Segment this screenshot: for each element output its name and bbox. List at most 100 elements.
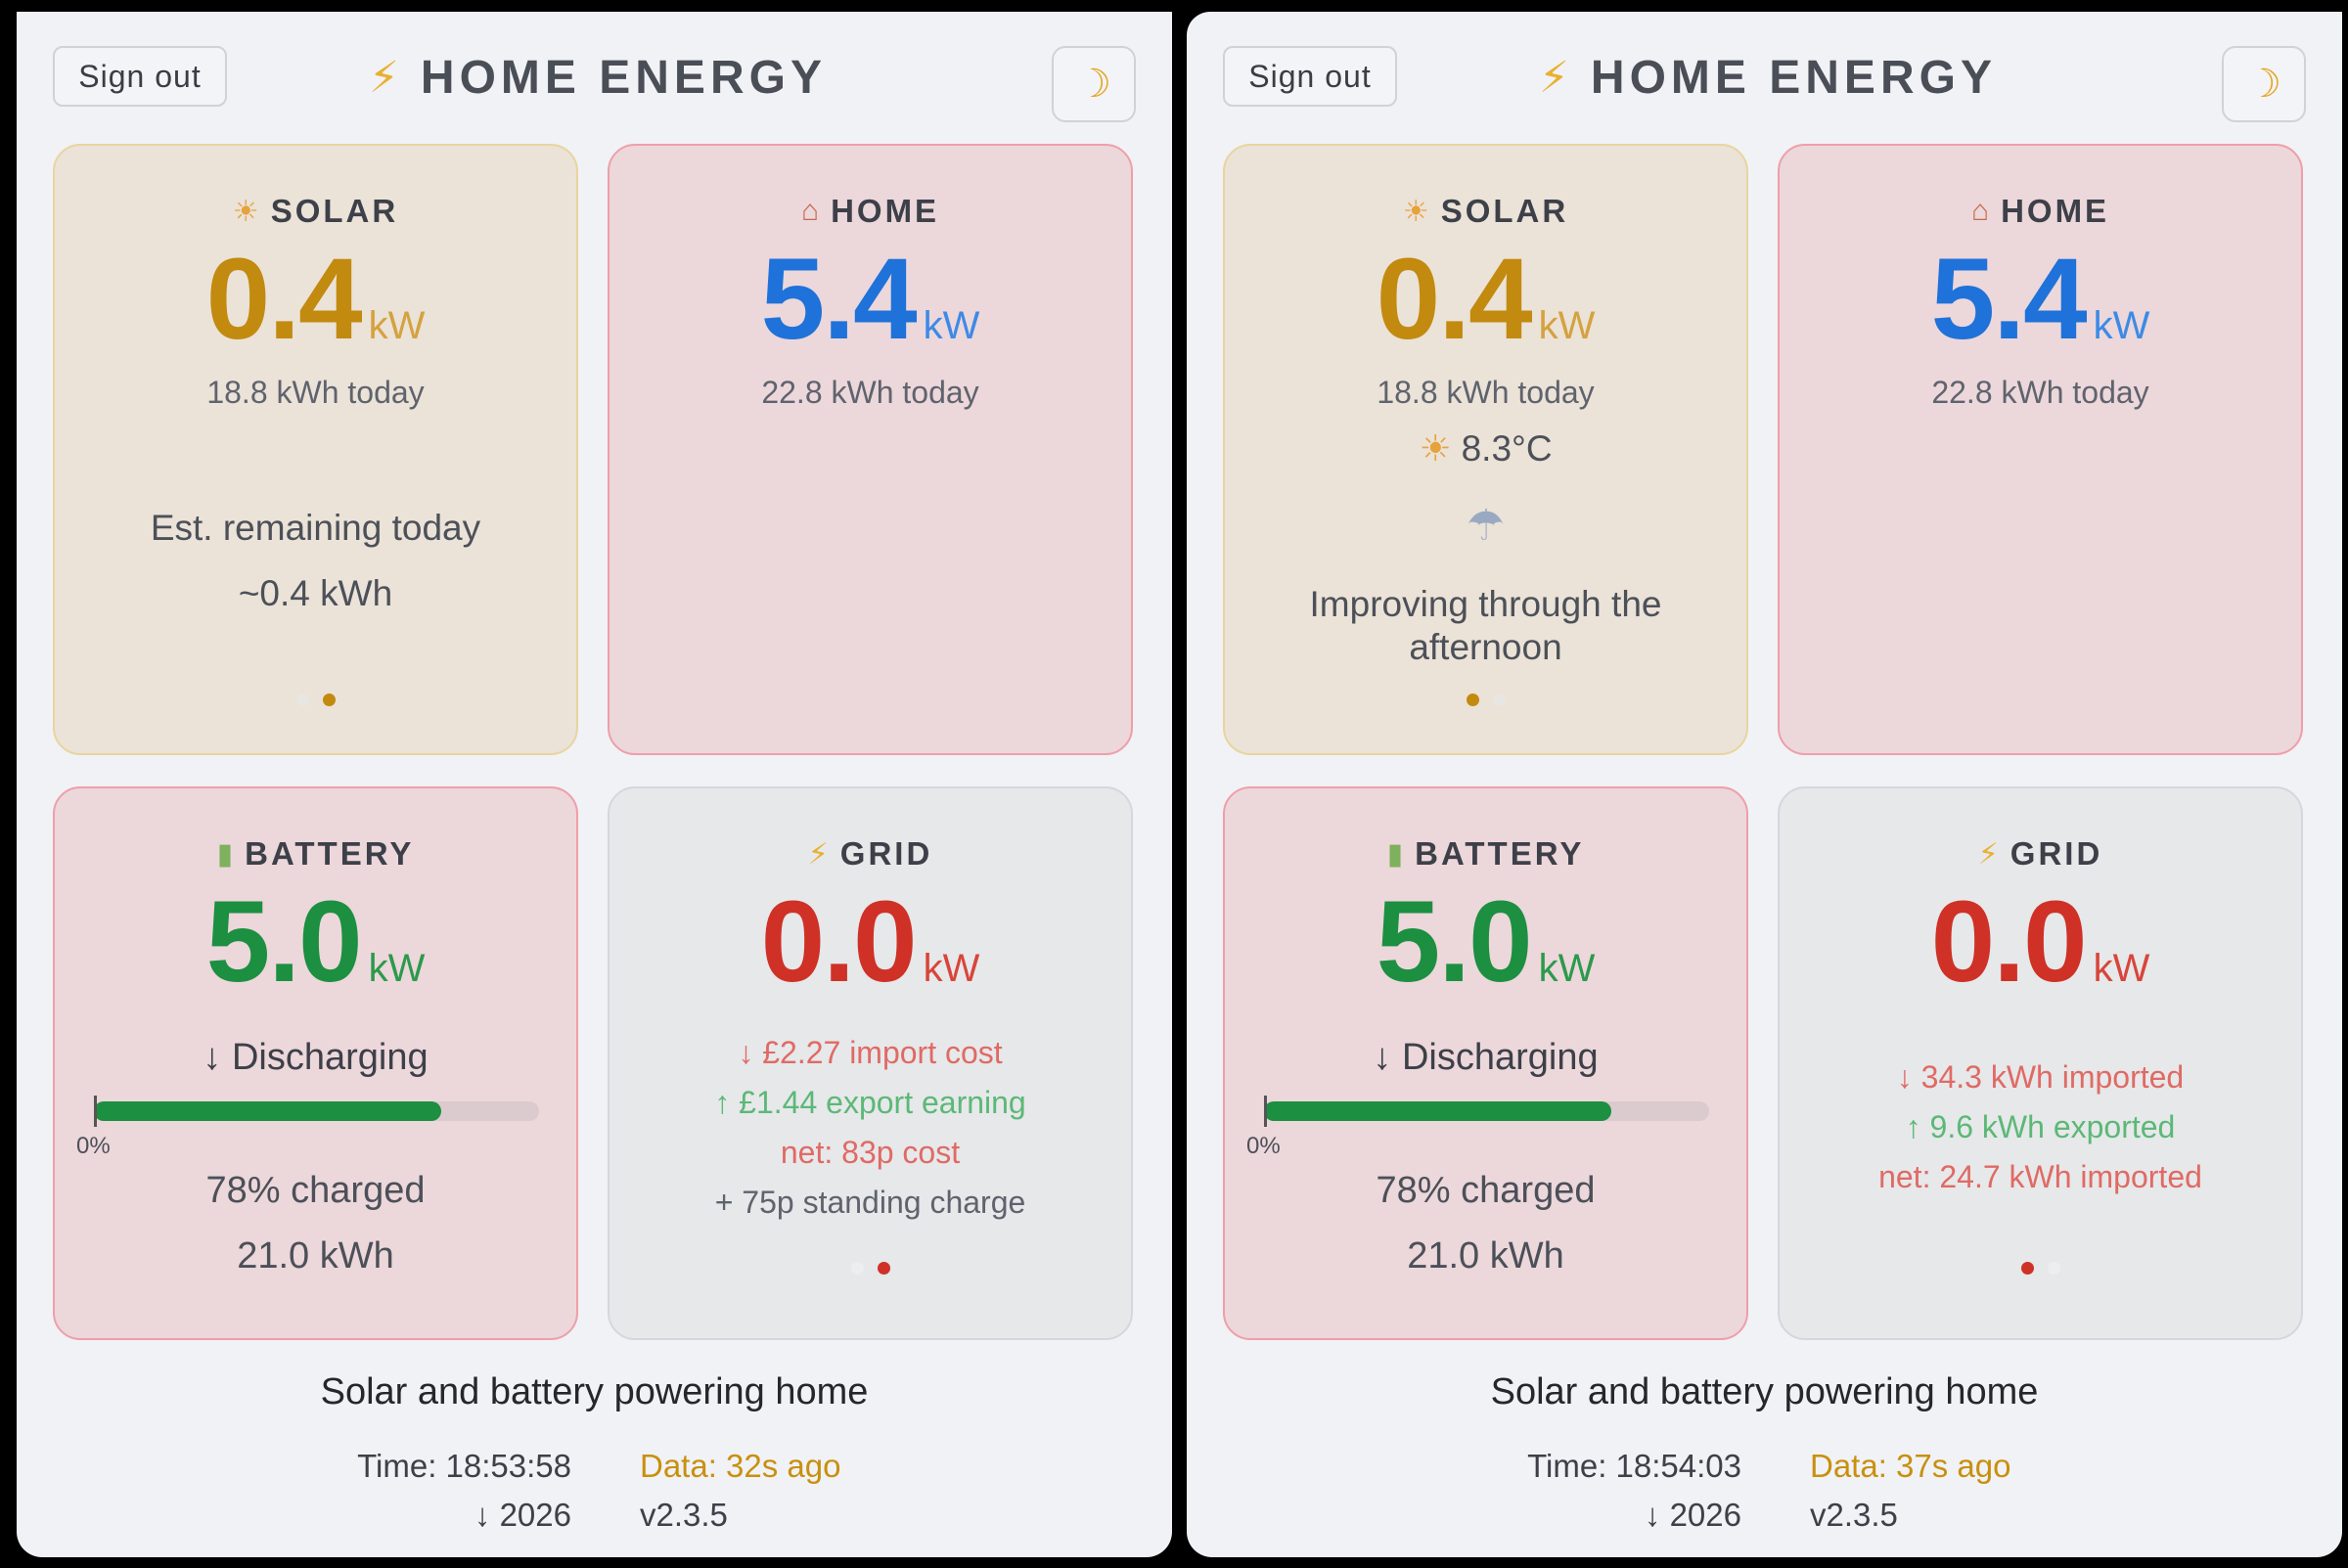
charge-bar-fill — [1264, 1101, 1611, 1121]
page-dot-active[interactable] — [1466, 694, 1479, 706]
battery-card: ▮ BATTERY 5.0 kW ↓ Discharging 0% 78% ch… — [53, 786, 578, 1340]
dashboard-panel-left: Sign out ⚡ HOME ENERGY ☽ ☀ SOLAR 0.4 kW … — [17, 12, 1172, 1557]
battery-power-value: 5.0 — [1376, 877, 1533, 1007]
home-card: ⌂ HOME 5.4 kW 22.8 kWh today — [1778, 144, 2303, 755]
page-indicator[interactable] — [55, 694, 576, 706]
grid-details: ↓ 34.3 kWh imported ↑ 9.6 kWh exported n… — [1780, 1053, 2301, 1202]
house-icon: ⌂ — [800, 195, 820, 227]
page-dot[interactable] — [850, 1262, 864, 1275]
page-indicator[interactable] — [610, 1262, 1131, 1275]
page-dot[interactable] — [1492, 694, 1506, 706]
system-status: Solar and battery powering home — [320, 1371, 869, 1412]
brand: ⚡ HOME ENERGY — [369, 51, 827, 105]
grid-imported: ↓ 34.3 kWh imported — [1896, 1059, 2185, 1095]
grid-import-cost: ↓ £2.27 import cost — [738, 1035, 1003, 1070]
card-title: SOLAR — [270, 193, 399, 229]
estimate-label: Est. remaining today — [150, 508, 481, 548]
unit-label: kW — [368, 304, 426, 347]
grid-card[interactable]: ⚡ GRID 0.0 kW ↓ 34.3 kWh imported ↑ 9.6 … — [1778, 786, 2303, 1340]
app-title: HOME ENERGY — [420, 52, 827, 104]
charge-percent: 78% charged — [205, 1170, 426, 1211]
charge-bar-min-label: 0% — [76, 1133, 111, 1159]
page-indicator[interactable] — [1780, 1262, 2301, 1275]
year-indicator: ↓ 2026 — [474, 1497, 571, 1533]
grid-net-cost: net: 83p cost — [780, 1135, 961, 1170]
theme-toggle-button[interactable]: ☽ — [1052, 46, 1136, 122]
home-card: ⌂ HOME 5.4 kW 22.8 kWh today — [608, 144, 1133, 755]
system-status: Solar and battery powering home — [1490, 1371, 2039, 1412]
battery-energy: 21.0 kWh — [1407, 1235, 1564, 1277]
page-dot-active[interactable] — [322, 694, 336, 706]
battery-status: ↓ Discharging — [203, 1036, 429, 1078]
sign-out-button[interactable]: Sign out — [1223, 46, 1397, 107]
page-dot-active[interactable] — [2020, 1262, 2034, 1275]
charge-bar-fill — [94, 1101, 441, 1121]
unit-label: kW — [1538, 304, 1596, 347]
card-title: SOLAR — [1440, 193, 1569, 229]
house-icon: ⌂ — [1970, 195, 1990, 227]
card-title: GRID — [2009, 835, 2103, 872]
charge-bar — [94, 1096, 539, 1127]
brand: ⚡ HOME ENERGY — [1539, 51, 1997, 105]
grid-net: net: 24.7 kWh imported — [1878, 1159, 2202, 1194]
grid-standing-charge: + 75p standing charge — [714, 1185, 1026, 1220]
card-title: BATTERY — [1415, 835, 1585, 872]
solar-today: 18.8 kWh today — [206, 374, 425, 410]
sign-out-button[interactable]: Sign out — [53, 46, 227, 107]
moon-icon: ☽ — [1076, 63, 1111, 106]
charge-bar-min-tick — [1264, 1096, 1267, 1127]
lightning-bolt-icon: ⚡ — [369, 53, 399, 102]
battery-status: ↓ Discharging — [1373, 1036, 1599, 1078]
grid-power-value: 0.0 — [1930, 877, 2088, 1007]
header: Sign out ⚡ HOME ENERGY ☽ — [17, 12, 1172, 139]
lightning-bolt-icon: ⚡ — [1539, 53, 1569, 102]
lightning-bolt-icon: ⚡ — [807, 837, 829, 871]
grid-details: ↓ £2.27 import cost ↑ £1.44 export earni… — [610, 1028, 1131, 1228]
charge-bar — [1264, 1096, 1709, 1127]
home-today: 22.8 kWh today — [1931, 374, 2149, 410]
footer: Solar and battery powering home Time: 18… — [17, 1371, 1172, 1533]
page-indicator[interactable] — [1225, 694, 1746, 706]
unit-label: kW — [2093, 947, 2150, 990]
page-dot[interactable] — [295, 694, 309, 706]
unit-label: kW — [368, 947, 426, 990]
card-title: HOME — [2001, 193, 2110, 229]
sun-icon: ☀ — [232, 195, 259, 228]
page-dot[interactable] — [2047, 1262, 2060, 1275]
solar-card[interactable]: ☀ SOLAR 0.4 kW 18.8 kWh today Est. remai… — [53, 144, 578, 755]
dashboard-panel-right: Sign out ⚡ HOME ENERGY ☽ ☀ SOLAR 0.4 kW … — [1187, 12, 2342, 1557]
battery-energy: 21.0 kWh — [237, 1235, 394, 1277]
moon-icon: ☽ — [2246, 63, 2281, 106]
grid-power-value: 0.0 — [760, 877, 918, 1007]
charge-bar-min-tick — [94, 1096, 97, 1127]
sun-icon: ☀ — [1419, 428, 1452, 469]
estimate-value: ~0.4 kWh — [238, 573, 393, 613]
battery-icon: ▮ — [216, 837, 234, 871]
app-version: v2.3.5 — [640, 1497, 728, 1533]
home-today: 22.8 kWh today — [761, 374, 979, 410]
temperature: ☀ 8.3°C — [1225, 427, 1746, 470]
footer: Solar and battery powering home Time: 18… — [1187, 1371, 2342, 1533]
solar-card[interactable]: ☀ SOLAR 0.4 kW 18.8 kWh today ☀ 8.3°C ☂ … — [1223, 144, 1748, 755]
unit-label: kW — [923, 304, 980, 347]
home-power-value: 5.4 — [760, 235, 918, 364]
solar-power-value: 0.4 — [205, 235, 363, 364]
grid-export-earning: ↑ £1.44 export earning — [714, 1085, 1026, 1120]
header: Sign out ⚡ HOME ENERGY ☽ — [1187, 12, 2342, 139]
temperature-value: 8.3°C — [1461, 427, 1553, 469]
grid-card[interactable]: ⚡ GRID 0.0 kW ↓ £2.27 import cost ↑ £1.4… — [608, 786, 1133, 1340]
charge-percent: 78% charged — [1376, 1170, 1596, 1211]
unit-label: kW — [923, 947, 980, 990]
app-version: v2.3.5 — [1810, 1497, 1898, 1533]
current-time: Time: 18:54:03 — [1527, 1448, 1741, 1484]
data-age: Data: 37s ago — [1810, 1448, 2011, 1484]
sun-icon: ☀ — [1402, 195, 1429, 228]
lightning-bolt-icon: ⚡ — [1977, 837, 1999, 871]
card-title: HOME — [831, 193, 940, 229]
unit-label: kW — [2093, 304, 2150, 347]
charge-bar-min-label: 0% — [1246, 1133, 1281, 1159]
theme-toggle-button[interactable]: ☽ — [2222, 46, 2306, 122]
solar-today: 18.8 kWh today — [1377, 374, 1595, 410]
page-dot-active[interactable] — [877, 1262, 890, 1275]
battery-icon: ▮ — [1386, 837, 1404, 871]
